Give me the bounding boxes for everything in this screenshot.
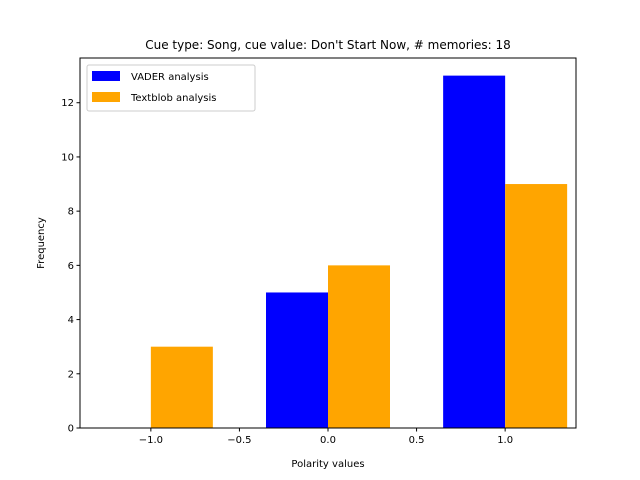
y-tick-label: 2 [68, 369, 74, 380]
bar-series-1-x-1 [328, 265, 390, 428]
x-tick-label: −0.5 [227, 435, 251, 446]
x-tick-label: 0.5 [409, 435, 425, 446]
bar-series-1-x-2 [505, 184, 568, 428]
legend-swatch [92, 92, 120, 102]
legend: VADER analysis Textblob analysis [86, 64, 256, 112]
bars-layer [150, 75, 568, 428]
chart-title: Cue type: Song, cue value: Don't Start N… [145, 38, 511, 52]
x-tick-label: 1.0 [497, 435, 513, 446]
x-axis-label: Polarity values [291, 459, 364, 470]
x-tick-label: 0.0 [320, 435, 336, 446]
y-tick-label: 4 [68, 315, 74, 326]
legend-label: VADER analysis [131, 72, 209, 83]
y-axis-label: Frequency [36, 217, 47, 269]
legend-swatch [92, 71, 120, 81]
y-tick-label: 12 [61, 98, 74, 109]
y-tick-label: 10 [61, 152, 74, 163]
y-tick-label: 6 [68, 261, 74, 272]
y-tick-label: 8 [68, 207, 74, 218]
legend-label: Textblob analysis [130, 93, 216, 104]
bar-series-0-x-2 [443, 75, 506, 428]
x-axis: −1.0 −0.5 0.0 0.5 1.0 [139, 428, 513, 446]
y-axis: 0 2 4 6 8 10 12 [61, 98, 80, 435]
y-tick-label: 0 [68, 424, 74, 435]
legend-box [86, 64, 256, 112]
bar-series-1-x-0 [150, 346, 213, 428]
x-tick-label: −1.0 [139, 435, 163, 446]
bar-series-0-x-1 [266, 292, 328, 428]
